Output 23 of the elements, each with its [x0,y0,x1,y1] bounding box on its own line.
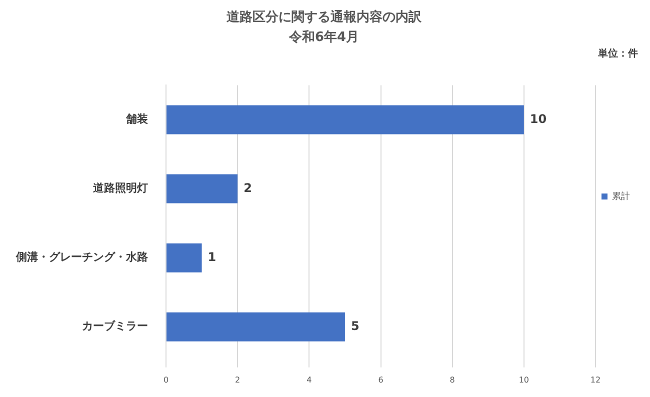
x-tick-label: 8 [450,375,455,384]
y-tick-label: 側溝・グレーチング・水路 [15,250,148,264]
bar [166,312,345,342]
x-tick-label: 2 [235,375,240,384]
text: 単位：件 [597,48,638,60]
bar [166,105,524,134]
y-tick-label: 道路照明灯 [92,182,148,195]
x-tick-label: 6 [378,375,384,384]
bar [166,174,238,204]
x-tick-label: 4 [306,375,312,384]
data-label: 1 [208,250,216,264]
data-label: 5 [350,319,360,333]
y-tick-label: カーブミラー [82,320,148,333]
data-label: 10 [530,112,547,126]
x-tick-label: 0 [163,375,169,384]
chart-title: 道路区分に関する通報内容の内訳 [226,9,422,26]
x-tick-label: 10 [518,375,530,384]
y-tick-label: 舗装 [125,112,148,126]
x-tick-label: 12 [590,375,601,384]
legend-label: 累計 [612,190,630,202]
data-label: 2 [244,180,252,195]
bar [166,243,202,272]
chart-subtitle: 令和6年4月 [288,28,360,45]
